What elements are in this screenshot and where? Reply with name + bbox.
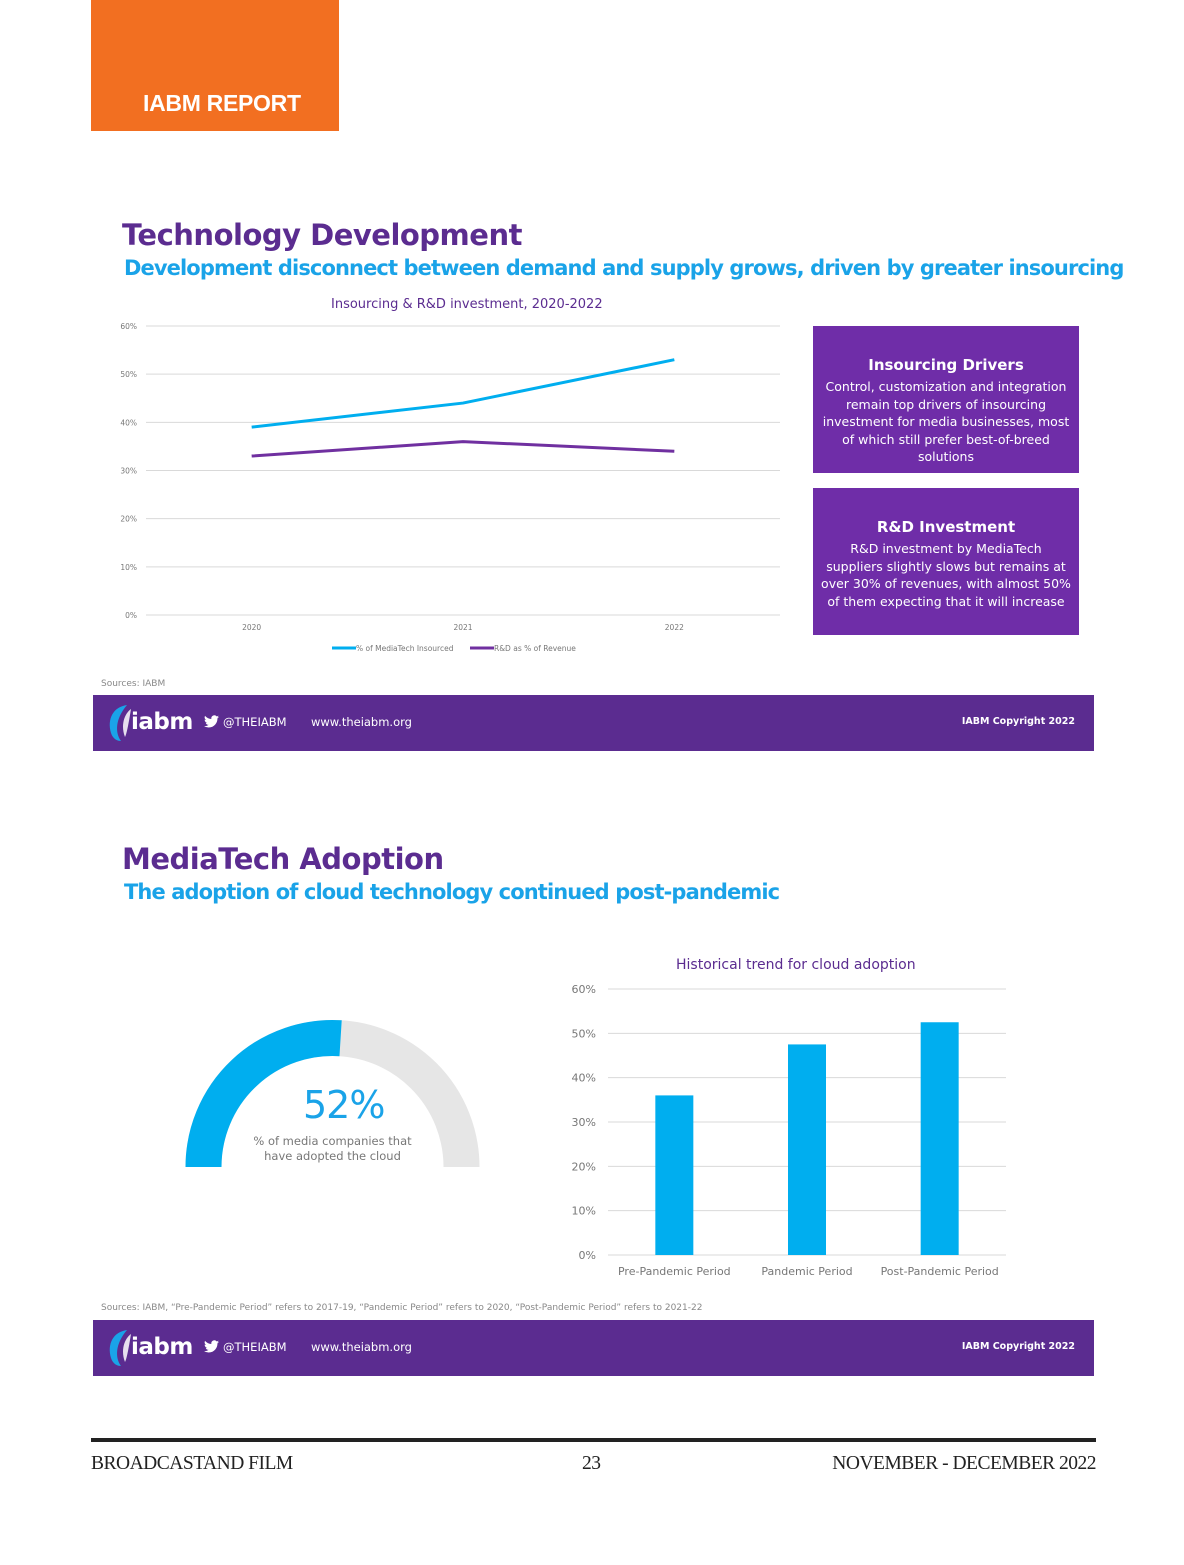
insourcing-drivers-body: Control, customization and integration r… bbox=[822, 379, 1070, 464]
y-tick-label: 40% bbox=[572, 1072, 596, 1085]
y-tick-label: 60% bbox=[120, 322, 137, 331]
y-tick-label: 20% bbox=[120, 515, 137, 524]
line-chart: 0% 10% 20% 30% 40% 50% 60% 2020 2021 2022 % of M… bbox=[120, 322, 780, 653]
insourcing-drivers-title: Insourcing Drivers bbox=[868, 356, 1024, 374]
copyright-text: IABM Copyright 2022 bbox=[961, 1341, 1075, 1352]
legend-label: % of MediaTech Insourced bbox=[356, 644, 454, 653]
y-tick-label: 10% bbox=[572, 1205, 596, 1218]
twitter-handle[interactable]: @THEIABM bbox=[223, 1340, 287, 1354]
y-tick-label: 50% bbox=[572, 1027, 596, 1040]
cloud-adoption-gauge bbox=[185, 1020, 480, 1168]
y-tick-label: 40% bbox=[120, 418, 137, 427]
x-tick-label: 2020 bbox=[242, 623, 261, 632]
x-tick-label: Post-Pandemic Period bbox=[881, 1265, 999, 1278]
footer-publication: BROADCASTAND FILM bbox=[91, 1453, 293, 1474]
footer-rule bbox=[91, 1438, 1096, 1442]
section1-subtitle: Development disconnect between demand an… bbox=[124, 256, 1124, 280]
y-tick-label: 30% bbox=[572, 1116, 596, 1129]
bar bbox=[788, 1044, 826, 1255]
copyright-text: IABM Copyright 2022 bbox=[961, 716, 1075, 727]
y-tick-label: 50% bbox=[120, 370, 137, 379]
y-tick-label: 20% bbox=[572, 1160, 596, 1173]
x-tick-label: Pre-Pandemic Period bbox=[618, 1265, 731, 1278]
x-tick-label: Pandemic Period bbox=[761, 1265, 852, 1278]
iabm-banner-2: iabm @THEIABM www.theiabm.org IABM Copyr… bbox=[93, 1320, 1094, 1376]
insourcing-drivers-box: Insourcing Drivers Control, customizatio… bbox=[813, 326, 1079, 473]
iabm-logo-icon bbox=[109, 705, 131, 741]
gauge-value: 52% bbox=[303, 1083, 385, 1127]
footer-page-number: 23 bbox=[582, 1453, 601, 1474]
twitter-icon[interactable] bbox=[204, 715, 219, 728]
legend-label: R&D as % of Revenue bbox=[494, 644, 576, 653]
y-tick-label: 0% bbox=[579, 1249, 596, 1262]
section2-title: MediaTech Adoption bbox=[122, 842, 444, 876]
website-link[interactable]: www.theiabm.org bbox=[311, 715, 412, 729]
y-tick-label: 0% bbox=[125, 611, 137, 620]
y-tick-label: 60% bbox=[572, 983, 596, 996]
iabm-banner-1: iabm @THEIABM www.theiabm.org IABM Copyr… bbox=[93, 695, 1094, 751]
gauge-fill bbox=[185, 1020, 342, 1168]
report-header-tab: IABM REPORT bbox=[91, 0, 339, 131]
iabm-logo-text: iabm bbox=[131, 1334, 193, 1360]
x-tick-label: 2021 bbox=[453, 623, 472, 632]
iabm-logo-icon bbox=[109, 1330, 131, 1366]
rd-investment-title: R&D Investment bbox=[876, 518, 1016, 536]
iabm-logo-text: iabm bbox=[131, 709, 193, 735]
bar bbox=[920, 1022, 959, 1255]
y-tick-label: 30% bbox=[120, 467, 137, 476]
footer-issue-date: NOVEMBER - DECEMBER 2022 bbox=[832, 1453, 1096, 1474]
twitter-handle[interactable]: @THEIABM bbox=[223, 715, 287, 729]
section2-sources: Sources: IABM, “Pre-Pandemic Period” ref… bbox=[101, 1303, 703, 1313]
bar-chart-title: Historical trend for cloud adoption bbox=[676, 957, 916, 973]
section1-sources: Sources: IABM bbox=[101, 679, 166, 689]
website-link[interactable]: www.theiabm.org bbox=[311, 1340, 412, 1354]
series-line-0 bbox=[251, 358, 675, 429]
rd-investment-box: R&D Investment R&D investment by MediaTe… bbox=[813, 488, 1079, 635]
line-chart-title: Insourcing & R&D investment, 2020-2022 bbox=[331, 297, 603, 312]
twitter-icon[interactable] bbox=[204, 1340, 219, 1353]
series-line-1 bbox=[251, 440, 675, 458]
section1-title: Technology Development bbox=[122, 218, 522, 252]
bar-chart: 0% 10% 20% 30% 40% 50% 60% Pre-Pandemic Period… bbox=[572, 983, 1006, 1278]
section2-subtitle: The adoption of cloud technology continu… bbox=[124, 880, 780, 904]
report-label: IABM REPORT bbox=[143, 90, 301, 116]
rd-investment-body: R&D investment by MediaTech suppliers sl… bbox=[821, 541, 1071, 609]
y-tick-label: 10% bbox=[120, 563, 137, 572]
x-tick-label: 2022 bbox=[665, 623, 684, 632]
gauge-caption: % of media companies that have adopted t… bbox=[253, 1134, 412, 1163]
bar bbox=[655, 1095, 694, 1255]
